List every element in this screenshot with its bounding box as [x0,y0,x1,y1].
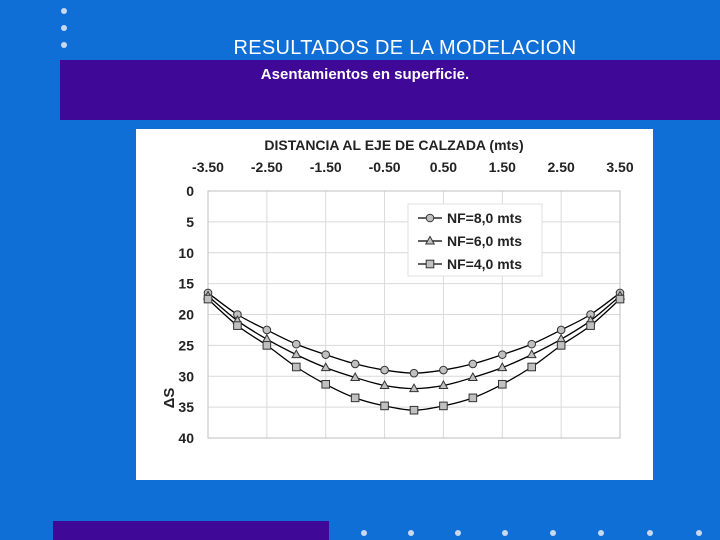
footer-dot [361,530,367,536]
data-point [291,362,301,372]
data-point [262,325,272,335]
data-point [615,294,625,304]
series-line [207,298,621,411]
data-point [468,393,478,403]
data-point [468,359,478,369]
subtitle-band: Asentamientos en superficie. [60,60,720,120]
footer-dot [502,530,508,536]
data-point [556,341,566,350]
x-tick-label: -0.50 [369,159,401,175]
data-point [350,393,360,403]
x-tick-label: 0.50 [430,159,457,175]
y-tick-label: 0 [186,183,194,199]
legend-marker [424,235,436,245]
chart-panel: DISTANCIA AL EJE DE CALZADA (mts) -3.50 -… [136,129,653,480]
footer-dot [647,530,653,536]
data-point [527,339,537,349]
y-tick-label: 20 [178,307,194,323]
data-point [291,349,302,359]
series-circle [203,288,625,378]
data-point [233,321,242,330]
data-point [408,383,420,393]
legend-label: NF=6,0 mts [447,233,522,249]
chart-title: DISTANCIA AL EJE DE CALZADA (mts) [264,137,523,153]
series-square [203,294,625,415]
data-point [527,362,537,372]
y-tick-label: 25 [178,337,194,353]
data-point [380,365,389,375]
data-point [439,401,448,411]
footer-dot [455,530,461,536]
data-point [439,365,448,375]
data-point [262,341,272,350]
data-point [497,350,507,359]
footer-dots [0,530,720,538]
slide-subtitle: Asentamientos en superficie. [260,66,470,83]
legend-label: NF=8,0 mts [447,210,522,226]
y-tick-label: 40 [178,430,194,446]
legend-marker [425,259,435,269]
data-point [379,379,390,390]
data-point [203,294,213,304]
data-point [350,371,361,381]
y-tick-label: 10 [178,245,194,261]
data-point [556,325,566,335]
x-tick-label: 3.50 [606,159,633,175]
data-point [350,359,360,369]
x-tick-label: -1.50 [310,159,342,175]
settlement-chart: DISTANCIA AL EJE DE CALZADA (mts) -3.50 -… [161,137,634,446]
x-tick-label: -2.50 [251,159,283,175]
x-tick-label: -3.50 [192,159,224,175]
bullet-dot [61,42,67,48]
y-axis-label: ΔS [161,388,178,409]
data-point [438,379,449,390]
legend-label: NF=4,0 mts [447,256,522,272]
data-point [409,405,419,415]
data-point [321,350,331,359]
data-point [497,379,507,389]
slide-title: RESULTADOS DE LA MODELACION [233,37,577,59]
bullet-dots [61,8,67,59]
data-point [321,379,331,389]
y-tick-label: 35 [178,399,194,415]
footer-bar [53,521,329,540]
y-tick-label: 15 [178,276,194,292]
data-point [586,321,595,330]
data-point [497,362,508,372]
footer-dot [550,530,556,536]
legend-marker [425,213,435,223]
data-point [467,371,478,381]
footer-dot [408,530,414,536]
footer-dot [598,530,604,536]
data-point [526,349,537,359]
bullet-dot [61,25,67,31]
bullet-dot [61,8,67,14]
data-point [291,339,301,349]
data-point [409,368,419,378]
footer-dot [696,530,702,536]
y-tick-label: 5 [186,214,194,230]
y-tick-label: 30 [178,368,194,384]
data-point [320,362,331,372]
data-point [380,401,389,411]
x-tick-label: 1.50 [489,159,516,175]
x-tick-label: 2.50 [548,159,575,175]
plot-border [207,190,621,439]
